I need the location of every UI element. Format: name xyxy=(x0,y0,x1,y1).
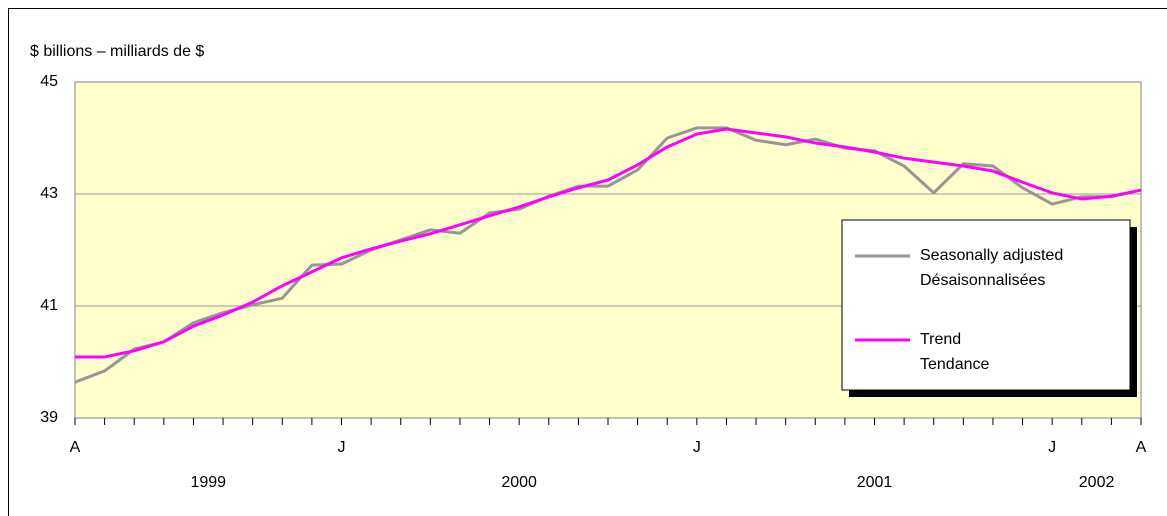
legend-label: Seasonally adjusted xyxy=(920,247,1063,264)
legend xyxy=(841,219,1131,391)
year-label: 2002 xyxy=(1079,474,1115,491)
year-label: 2001 xyxy=(857,474,893,491)
year-label: 2000 xyxy=(501,474,537,491)
x-tick-label: J xyxy=(1048,439,1056,456)
series-line xyxy=(74,126,1142,384)
series-line xyxy=(75,127,1142,359)
legend-label: Tendance xyxy=(920,356,989,373)
legend-label: Désaisonnalisées xyxy=(920,272,1045,289)
y-tick-label: 45 xyxy=(40,73,58,90)
x-tick-label: J xyxy=(693,439,701,456)
y-tick-label: 41 xyxy=(40,297,58,314)
year-label: 1999 xyxy=(190,474,226,491)
x-tick-label: A xyxy=(1136,439,1147,456)
axis-title: $ billions – milliards de $ xyxy=(30,43,204,60)
x-tick-label: J xyxy=(338,439,346,456)
x-tick-label: A xyxy=(70,439,81,456)
legend-label: Trend xyxy=(920,331,961,348)
y-tick-label: 39 xyxy=(40,409,58,426)
y-tick-label: 43 xyxy=(40,185,58,202)
